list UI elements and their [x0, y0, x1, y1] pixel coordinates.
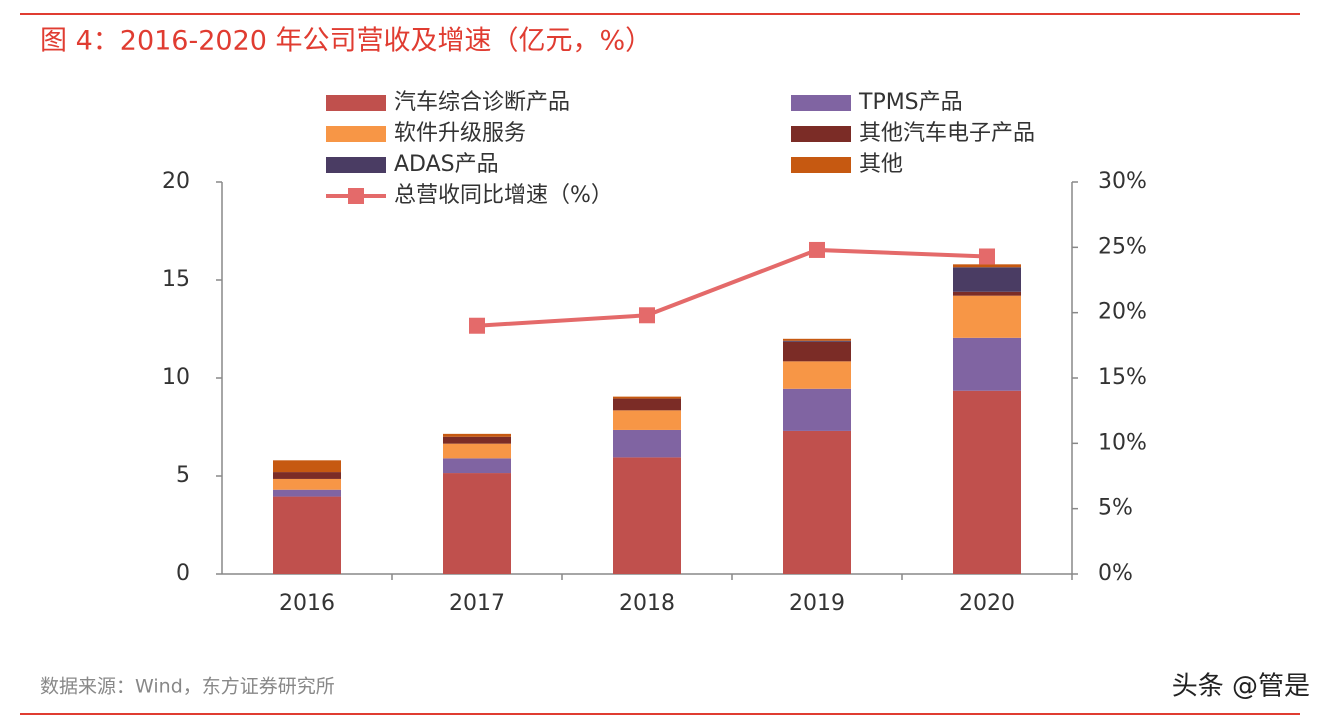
bar-segment: [443, 433, 511, 437]
bar-segment: [613, 396, 681, 399]
y2-tick-label: 15%: [1098, 365, 1147, 390]
y2-tick-label: 20%: [1098, 300, 1147, 325]
legend-label: ADAS产品: [394, 152, 499, 177]
line-marker: [639, 307, 655, 324]
legend-marker: [348, 188, 364, 204]
bar-segment: [953, 337, 1021, 391]
y2-tick-label: 25%: [1098, 234, 1147, 259]
line-marker: [469, 317, 485, 334]
bar-segment: [613, 410, 681, 430]
bar-segment: [783, 341, 851, 362]
y-tick-label: 10: [162, 365, 190, 390]
y-tick-label: 0: [176, 561, 190, 586]
bar-segment: [443, 436, 511, 444]
bar-segment: [443, 443, 511, 459]
bar-segment: [783, 361, 851, 389]
bar-segment: [443, 458, 511, 474]
legend-label: 汽车综合诊断产品: [394, 90, 570, 115]
watermark: 头条 @管是: [1172, 672, 1310, 702]
legend-label: 其他汽车电子产品: [859, 121, 1035, 146]
legend-swatch: [791, 126, 851, 142]
bar-segment: [953, 291, 1021, 296]
bar-segment: [783, 430, 851, 574]
line-marker: [979, 248, 995, 265]
bar-segment: [273, 489, 341, 497]
legend-swatch: [326, 95, 386, 111]
source-note: 数据来源：Wind，东方证券研究所: [40, 676, 335, 698]
legend-label: 软件升级服务: [394, 121, 526, 146]
x-tick-label: 2020: [959, 591, 1015, 616]
y2-tick-label: 30%: [1098, 169, 1147, 194]
bar-segment: [783, 340, 851, 342]
bar-segment: [273, 460, 341, 473]
y2-tick-label: 10%: [1098, 430, 1147, 455]
bar-segment: [953, 295, 1021, 338]
y-tick-label: 20: [162, 169, 190, 194]
legend-swatch: [326, 157, 386, 173]
bar-segment: [783, 338, 851, 341]
bar-segment: [443, 473, 511, 574]
legend-label: 其他: [859, 152, 903, 177]
y2-tick-label: 5%: [1098, 496, 1133, 521]
x-tick-label: 2019: [789, 591, 845, 616]
bar-segment: [273, 478, 341, 490]
legend-label: TPMS产品: [858, 90, 963, 115]
y-tick-label: 15: [162, 267, 190, 292]
x-tick-label: 2016: [279, 591, 335, 616]
y-tick-label: 5: [176, 463, 190, 488]
legend-swatch: [791, 157, 851, 173]
bar-segment: [953, 267, 1021, 292]
bar-segment: [953, 390, 1021, 574]
bar-segment: [953, 264, 1021, 268]
bar-segment: [613, 457, 681, 574]
legend-label: 总营收同比增速（%）: [394, 183, 613, 208]
x-tick-label: 2018: [619, 591, 675, 616]
chart-title: 图 4：2016-2020 年公司营收及增速（亿元，%）: [40, 26, 652, 57]
bar-segment: [273, 496, 341, 574]
bar-segment: [783, 388, 851, 431]
bar-segment: [613, 429, 681, 458]
line-marker: [809, 241, 825, 258]
x-tick-label: 2017: [449, 591, 505, 616]
line-series: [476, 247, 988, 328]
bar-segment: [613, 398, 681, 411]
legend-swatch: [326, 126, 386, 142]
y2-tick-label: 0%: [1098, 561, 1133, 586]
legend-swatch: [791, 95, 851, 111]
bar-segment: [273, 472, 341, 479]
